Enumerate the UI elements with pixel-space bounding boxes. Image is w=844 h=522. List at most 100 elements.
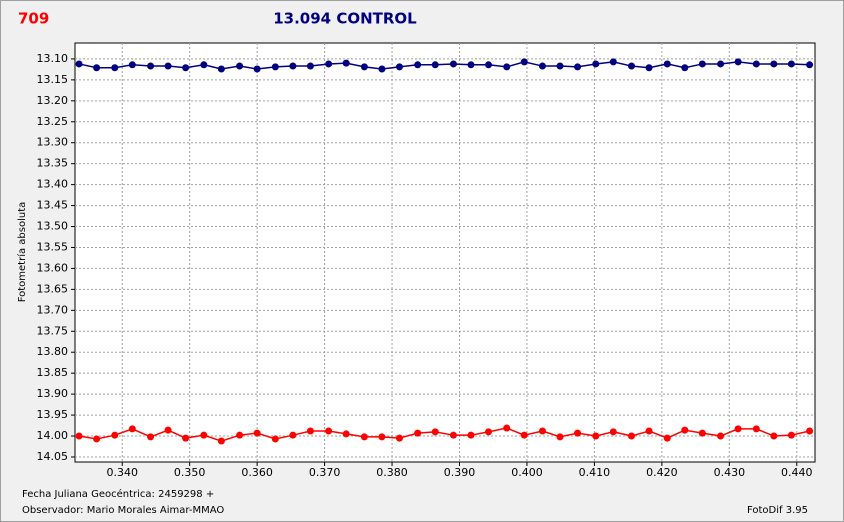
data-point [306, 62, 314, 70]
data-point [734, 425, 742, 433]
data-point [253, 65, 261, 73]
data-point [271, 63, 279, 71]
data-point [770, 60, 778, 68]
data-point [253, 429, 261, 437]
data-point [325, 427, 333, 435]
data-point [556, 433, 564, 441]
x-tick-label: 0.410 [579, 466, 611, 479]
y-tick-label: 13.95 [37, 408, 69, 421]
data-point [93, 435, 101, 443]
data-point [147, 433, 155, 441]
data-point [467, 61, 475, 69]
y-tick-label: 13.10 [37, 52, 69, 65]
data-point [289, 62, 297, 70]
y-tick-label: 13.65 [37, 282, 69, 295]
data-point [236, 431, 244, 439]
data-point [128, 425, 136, 433]
data-point [592, 60, 600, 68]
x-tick-label: 0.360 [241, 466, 273, 479]
data-point [111, 64, 119, 72]
data-point [342, 59, 350, 67]
data-point [609, 428, 617, 436]
x-tick-label: 0.400 [511, 466, 543, 479]
data-point [717, 432, 725, 440]
data-point [681, 64, 689, 72]
data-point [75, 60, 83, 68]
data-point [414, 61, 422, 69]
x-axis-label: Fecha Juliana Geocéntrica: 2459298 + [22, 488, 214, 500]
data-point [111, 431, 119, 439]
data-point [378, 433, 386, 441]
y-tick-label: 14.00 [37, 429, 69, 442]
y-tick-label: 13.55 [37, 240, 69, 253]
data-point [147, 62, 155, 70]
data-point [698, 60, 706, 68]
data-point [787, 431, 795, 439]
data-point [663, 434, 671, 442]
data-point [574, 429, 582, 437]
y-tick-label: 13.60 [37, 261, 69, 274]
data-point [414, 429, 422, 437]
data-point [538, 427, 546, 435]
data-point [164, 62, 172, 70]
x-tick-label: 0.340 [106, 466, 138, 479]
data-point [431, 61, 439, 69]
data-point [236, 62, 244, 70]
observer: Observador: Mario Morales Aimar-MMAO [22, 505, 224, 516]
data-point [182, 64, 190, 72]
data-point [574, 63, 582, 71]
chart-title: 13.094 CONTROL [273, 10, 417, 28]
data-point [378, 65, 386, 73]
x-tick-label: 0.380 [376, 466, 408, 479]
data-point [200, 431, 208, 439]
data-point [449, 431, 457, 439]
data-point [538, 62, 546, 70]
data-point [395, 434, 403, 442]
data-point [485, 428, 493, 436]
data-point [164, 426, 172, 434]
data-point [200, 61, 208, 69]
x-tick-label: 0.420 [646, 466, 678, 479]
data-point [752, 60, 760, 68]
data-point [645, 64, 653, 72]
data-point [431, 428, 439, 436]
data-point [503, 424, 511, 432]
data-point [645, 427, 653, 435]
data-point [520, 431, 528, 439]
data-point [271, 435, 279, 443]
star-label: 709 [18, 10, 49, 28]
data-point [770, 432, 778, 440]
data-point [75, 432, 83, 440]
x-tick-label: 0.350 [174, 466, 206, 479]
y-tick-label: 13.25 [37, 115, 69, 128]
y-tick-label: 14.05 [37, 450, 69, 463]
data-point [467, 431, 475, 439]
data-point [806, 61, 814, 69]
x-tick-label: 0.390 [444, 466, 476, 479]
y-tick-label: 13.85 [37, 366, 69, 379]
data-point [128, 61, 136, 69]
data-point [628, 62, 636, 70]
x-tick-label: 0.440 [781, 466, 813, 479]
data-point [628, 432, 636, 440]
data-point [520, 58, 528, 66]
data-point [182, 434, 190, 442]
x-tick-label: 0.370 [309, 466, 341, 479]
y-tick-label: 13.80 [37, 345, 69, 358]
y-tick-label: 13.20 [37, 94, 69, 107]
y-tick-label: 13.30 [37, 136, 69, 149]
data-point [360, 433, 368, 441]
y-tick-label: 13.45 [37, 199, 69, 212]
data-point [503, 63, 511, 71]
data-point [342, 430, 350, 438]
data-point [609, 58, 617, 66]
y-tick-label: 13.70 [37, 303, 69, 316]
data-point [698, 429, 706, 437]
plot-area [74, 42, 816, 463]
y-tick-label: 13.75 [37, 324, 69, 337]
data-point [217, 65, 225, 73]
data-point [681, 426, 689, 434]
data-point [360, 63, 368, 71]
software: FotoDif 3.95 [747, 505, 808, 516]
